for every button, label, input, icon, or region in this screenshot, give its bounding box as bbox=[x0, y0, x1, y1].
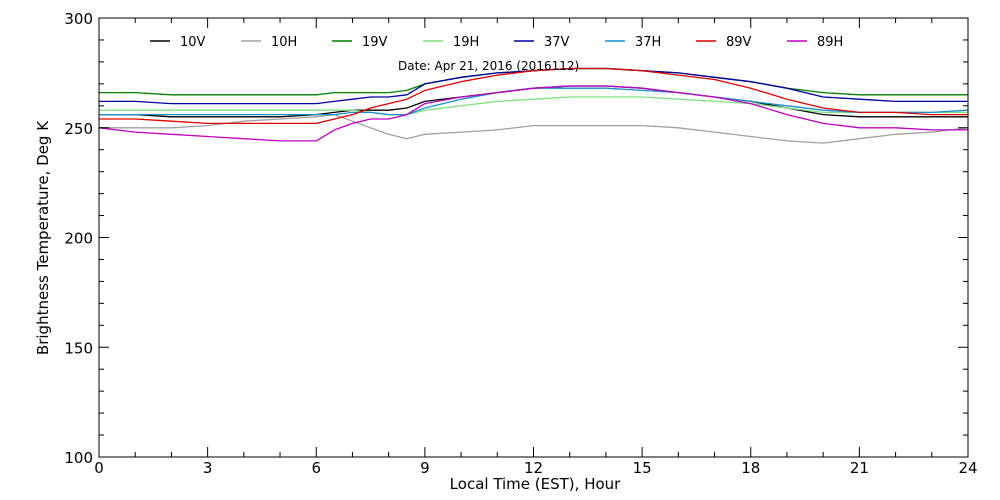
legend-label-10v: 10V bbox=[180, 35, 206, 50]
series-layer bbox=[98, 67, 969, 144]
series-line-37h bbox=[99, 87, 969, 116]
tick-layer: 0 3 6 9 12 15 18 21 24 100 150 200 250 300 bbox=[64, 10, 977, 477]
legend-label-89v: 89V bbox=[726, 35, 752, 50]
x-tick-label: 0 bbox=[94, 459, 104, 477]
legend: 10V 10H 19V 19H 37V 37H 89V 89H bbox=[150, 35, 843, 50]
x-tick-label: 6 bbox=[311, 459, 321, 477]
y-tick-label: 200 bbox=[64, 230, 93, 248]
x-tick-label: 24 bbox=[958, 459, 977, 477]
x-tick-label: 18 bbox=[741, 459, 760, 477]
x-axis-title: Local Time (EST), Hour bbox=[450, 475, 621, 493]
legend-label-37h: 37H bbox=[635, 35, 661, 50]
y-axis-title: Brightness Temperature, Deg K bbox=[34, 120, 52, 355]
legend-label-19v: 19V bbox=[362, 35, 388, 50]
series-line-10h bbox=[99, 113, 969, 144]
y-tick-label: 100 bbox=[64, 449, 93, 467]
x-tick-label: 21 bbox=[850, 459, 869, 477]
legend-label-37v: 37V bbox=[544, 35, 570, 50]
legend-label-10h: 10H bbox=[271, 35, 297, 50]
legend-label-89h: 89H bbox=[817, 35, 843, 50]
series-line-89v bbox=[99, 67, 968, 125]
x-tick-label: 15 bbox=[633, 459, 652, 477]
y-tick-label: 250 bbox=[64, 120, 93, 138]
date-annotation: Date: Apr 21, 2016 (2016112) bbox=[398, 59, 579, 73]
x-tick-label: 12 bbox=[524, 459, 543, 477]
legend-label-19h: 19H bbox=[453, 35, 479, 50]
x-tick-label: 3 bbox=[203, 459, 213, 477]
y-tick-label: 150 bbox=[64, 339, 93, 357]
series-line-37v bbox=[99, 67, 968, 105]
series-line-19h bbox=[99, 96, 968, 116]
series-line-89h bbox=[98, 85, 968, 142]
y-tick-label: 300 bbox=[64, 10, 93, 28]
x-tick-label: 9 bbox=[420, 459, 430, 477]
